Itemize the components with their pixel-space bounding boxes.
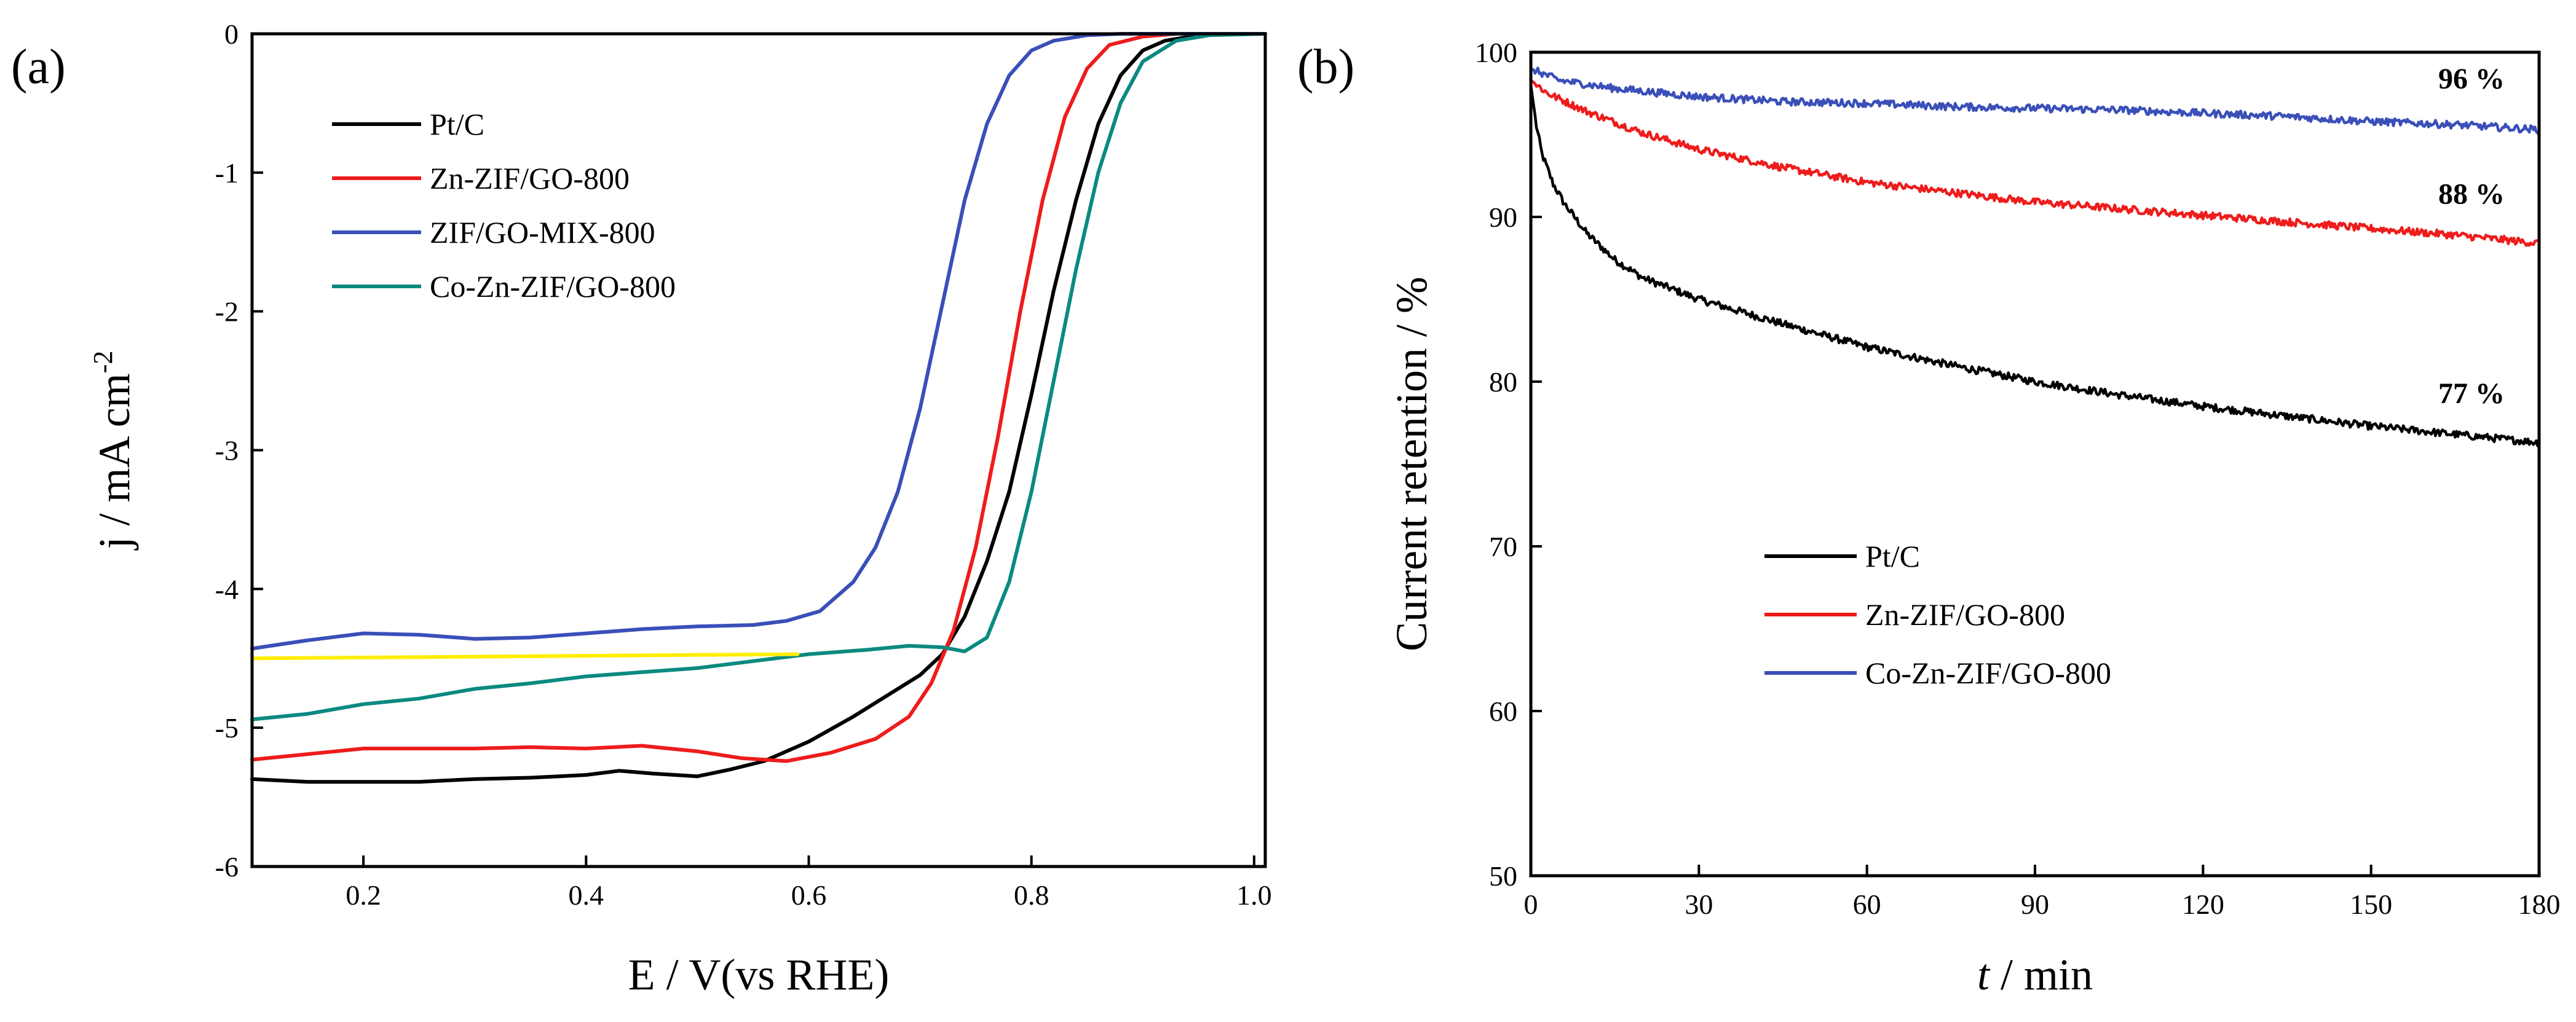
panel-a-curve-zn-zif-go-800 — [250, 32, 1267, 763]
panel-a-legend-label-pt-c: Pt/C — [430, 107, 484, 141]
panel-a-y-axis-title: j / mA cm-2 — [88, 351, 139, 551]
panel-a-label: (a) — [11, 40, 66, 94]
panel-a-y-tick-label: 0 — [224, 18, 239, 50]
panel-b-x-tick-label: 30 — [1685, 889, 1713, 920]
panel-a-orr-polarization-chart: (a) 0.2 0.4 0.6 0.8 1.0 0 -1 -2 -3 -4 -5 -6 Pt/C Zn-… — [11, 18, 1272, 999]
panel-a-y-axis-title-superscript: -2 — [88, 351, 118, 374]
panel-b-legend-label-zn-zif-go-800: Zn-ZIF/GO-800 — [1865, 597, 2065, 632]
panel-b-legend-label-pt-c: Pt/C — [1865, 539, 1920, 573]
panel-b-curve-pt-c — [1529, 84, 2541, 447]
panel-b-legend: Pt/C Zn-ZIF/GO-800 Co-Zn-ZIF/GO-800 — [1764, 539, 2111, 690]
panel-b-y-tick-label: 70 — [1489, 531, 1517, 562]
panel-b-annotations: 96 % 88 % 77 % — [2438, 63, 2505, 410]
panel-a-curve-zif-go-mix-800 — [250, 32, 1267, 651]
panel-a-y-tick-label: -1 — [215, 157, 239, 189]
panel-b-plot-frame — [1529, 50, 2541, 878]
panel-a-x-tick-label: 0.2 — [346, 879, 381, 911]
panel-b-y-tick-label: 50 — [1489, 860, 1517, 892]
panel-b-y-tick-label: 80 — [1489, 366, 1517, 398]
panel-b-x-tick-label: 150 — [2350, 889, 2392, 920]
panel-b-stability-chart: (b) 0 30 60 90 120 150 180 50 60 70 80 90 100 Pt/C Zn… — [1297, 37, 2561, 999]
panel-b-y-tick-label: 60 — [1489, 696, 1517, 727]
panel-a-y-tick-label: -2 — [215, 296, 239, 328]
panel-a-y-axis-title-main: j / mA cm — [90, 373, 139, 551]
panel-a-legend-label-zn-zif-go-800: Zn-ZIF/GO-800 — [430, 161, 630, 195]
panel-b-curve-zn-zif-go-800 — [1529, 79, 2541, 247]
panel-a-plot-frame — [250, 32, 1267, 868]
panel-b-y-axis-title: Current retention / % — [1387, 277, 1436, 651]
panel-a-y-tick-label: -6 — [215, 851, 239, 882]
panel-b-x-tick-label: 0 — [1524, 889, 1538, 920]
panel-b-x-axis-title-italic: t — [1977, 950, 1991, 999]
panel-b-annotation: 88 % — [2438, 178, 2505, 211]
panel-a-curves — [250, 32, 1267, 784]
panel-a-curve-co-zn-zif-go-800 — [250, 32, 1267, 721]
panel-a-legend: Pt/C Zn-ZIF/GO-800 ZIF/GO-MIX-800 Co-Zn-ZIF… — [332, 107, 676, 304]
panel-b-annotation: 96 % — [2438, 63, 2505, 95]
panel-b-annotation: 77 % — [2438, 377, 2505, 410]
panel-b-x-axis-title-rest: / min — [1989, 950, 2093, 999]
panel-b-label: (b) — [1297, 40, 1354, 94]
panel-b-x-tick-label: 120 — [2182, 889, 2224, 920]
panel-b-x-tick-label: 60 — [1853, 889, 1881, 920]
panel-a-y-tick-label: -3 — [215, 435, 239, 466]
panel-a-y-tick-label: -5 — [215, 712, 239, 744]
panel-a-legend-label-co-zn-zif-go-800: Co-Zn-ZIF/GO-800 — [430, 269, 676, 304]
panel-a-ticks: 0.2 0.4 0.6 0.8 1.0 0 -1 -2 -3 -4 -5 -6 — [215, 18, 1272, 911]
panel-a-x-tick-label: 0.8 — [1014, 879, 1049, 911]
panel-a-x-tick-label: 1.0 — [1236, 879, 1272, 911]
panel-b-y-tick-label: 100 — [1475, 37, 1517, 68]
panel-b-x-tick-label: 90 — [2021, 889, 2049, 920]
panel-a-curve-baseline-4 — [250, 652, 800, 661]
panel-b-curve-co-zn-zif-go-800 — [1529, 66, 2541, 135]
panel-a-x-tick-label: 0.4 — [569, 879, 604, 911]
panel-b-x-axis-title: t / min — [1977, 950, 2093, 999]
panel-a-x-tick-label: 0.6 — [791, 879, 827, 911]
panel-b-x-tick-label: 180 — [2518, 889, 2561, 920]
panel-a-x-axis-title: E / V(vs RHE) — [628, 950, 890, 999]
panel-a-curve-pt-c — [250, 32, 1267, 784]
panel-a-legend-label-zif-go-mix-800: ZIF/GO-MIX-800 — [430, 215, 655, 250]
panel-b-curves — [1529, 66, 2541, 447]
panel-b-legend-label-co-zn-zif-go-800: Co-Zn-ZIF/GO-800 — [1865, 656, 2111, 690]
panel-b-ticks: 0 30 60 90 120 150 180 50 60 70 80 90 100 — [1475, 37, 2561, 920]
panel-a-y-tick-label: -4 — [215, 573, 239, 605]
panel-b-y-tick-label: 90 — [1489, 202, 1517, 233]
